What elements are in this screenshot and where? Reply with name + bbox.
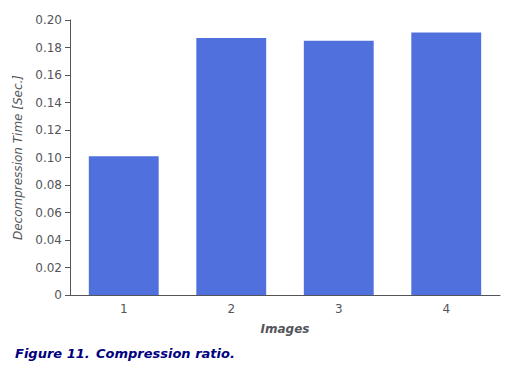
svg-text:0.20: 0.20	[35, 13, 62, 27]
svg-text:Images: Images	[261, 322, 310, 336]
svg-text:0.10: 0.10	[35, 151, 62, 165]
svg-text:3: 3	[335, 302, 343, 316]
svg-text:2: 2	[227, 302, 235, 316]
svg-text:0.18: 0.18	[35, 41, 62, 55]
svg-text:Decompression Time [Sec.]: Decompression Time [Sec.]	[11, 75, 25, 240]
svg-text:0.16: 0.16	[35, 68, 62, 82]
svg-text:Figure 11.: Figure 11.	[15, 346, 90, 361]
svg-text:0.02: 0.02	[35, 261, 62, 275]
svg-text:0.06: 0.06	[35, 206, 62, 220]
svg-text:0.14: 0.14	[35, 96, 62, 110]
svg-text:Compression ratio.: Compression ratio.	[96, 346, 235, 361]
svg-text:0.04: 0.04	[35, 233, 62, 247]
svg-text:0.08: 0.08	[35, 178, 62, 192]
svg-text:0.12: 0.12	[35, 123, 62, 137]
svg-text:0: 0	[54, 288, 62, 302]
svg-text:1: 1	[120, 302, 128, 316]
svg-text:4: 4	[442, 302, 450, 316]
